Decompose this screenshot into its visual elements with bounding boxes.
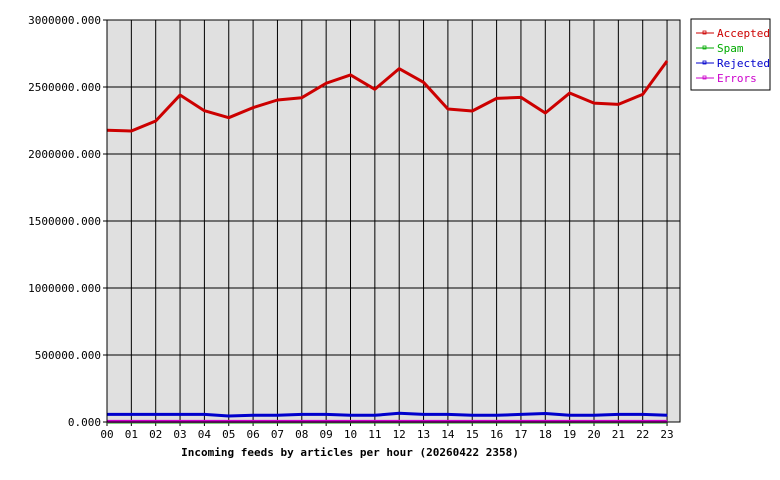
data-point-accepted xyxy=(593,102,595,104)
x-tick-label: 01 xyxy=(125,428,138,441)
x-tick-label: 07 xyxy=(271,428,284,441)
data-point-accepted xyxy=(544,112,546,114)
y-tick-label: 500000.000 xyxy=(35,349,101,362)
x-tick-label: 19 xyxy=(563,428,576,441)
data-point-rejected xyxy=(155,413,157,415)
data-point-rejected xyxy=(228,415,230,417)
data-point-rejected xyxy=(617,413,619,415)
data-point-accepted xyxy=(666,60,668,62)
legend-marker xyxy=(702,75,707,80)
legend-label: Rejected xyxy=(717,57,770,70)
data-point-rejected xyxy=(350,414,351,416)
x-tick-label: 00 xyxy=(100,428,113,441)
x-tick-label: 17 xyxy=(514,428,527,441)
x-tick-label: 14 xyxy=(441,428,455,441)
data-point-accepted xyxy=(471,110,473,112)
data-point-rejected xyxy=(179,413,181,415)
data-point-accepted xyxy=(374,88,376,90)
data-point-accepted xyxy=(179,94,181,96)
data-point-rejected xyxy=(301,413,303,415)
plot-border xyxy=(106,19,681,423)
data-point-rejected xyxy=(374,414,376,416)
y-tick-label: 0.000 xyxy=(68,416,101,429)
data-point-accepted xyxy=(642,93,644,95)
data-point-accepted xyxy=(130,130,132,132)
data-point-rejected xyxy=(252,414,254,416)
x-tick-label: 20 xyxy=(587,428,600,441)
data-point-accepted xyxy=(350,74,351,76)
data-point-accepted xyxy=(520,96,522,98)
data-point-accepted xyxy=(423,81,425,83)
grid xyxy=(106,19,680,426)
data-point-rejected xyxy=(447,413,449,415)
data-point-rejected xyxy=(130,413,132,415)
x-tick-label: 05 xyxy=(222,428,235,441)
data-point-accepted xyxy=(276,99,278,101)
chart-title: Incoming feeds by articles per hour (202… xyxy=(181,446,519,459)
legend-marker xyxy=(702,45,707,50)
x-tick-label: 02 xyxy=(149,428,162,441)
y-axis: 0.000 500000.000 1000000.000 1500000.000 200… xyxy=(28,14,107,429)
y-tick-label: 1000000.000 xyxy=(28,282,101,295)
x-tick-label: 03 xyxy=(173,428,186,441)
data-point-accepted xyxy=(301,97,303,99)
x-tick-label: 22 xyxy=(636,428,649,441)
x-tick-label: 21 xyxy=(612,428,625,441)
x-tick-label: 11 xyxy=(368,428,381,441)
data-point-rejected xyxy=(203,413,205,415)
data-point-rejected xyxy=(471,414,473,416)
data-point-rejected xyxy=(569,414,571,416)
data-point-accepted xyxy=(325,82,327,84)
x-tick-label: 15 xyxy=(466,428,479,441)
y-tick-label: 3000000.000 xyxy=(28,14,101,27)
data-point-accepted xyxy=(569,92,571,94)
series-line-accepted xyxy=(106,60,669,133)
data-point-rejected xyxy=(666,414,668,416)
x-tick-label: 08 xyxy=(295,428,308,441)
data-point-accepted xyxy=(447,108,449,110)
x-axis: 00 01 02 03 04 05 06 07 08 09 10 11 12 13 14 15 16 17 18 19… xyxy=(100,428,673,441)
y-tick-label: 2000000.000 xyxy=(28,148,101,161)
x-tick-label: 13 xyxy=(417,428,430,441)
data-point-rejected xyxy=(520,413,522,415)
data-point-rejected xyxy=(423,413,425,415)
data-point-accepted xyxy=(252,107,254,109)
x-tick-label: 04 xyxy=(198,428,212,441)
data-point-accepted xyxy=(398,68,400,70)
x-tick-label: 06 xyxy=(246,428,259,441)
data-point-rejected xyxy=(544,413,546,415)
legend-marker xyxy=(702,30,707,35)
x-tick-label: 23 xyxy=(660,428,673,441)
x-tick-label: 09 xyxy=(320,428,333,441)
data-point-rejected xyxy=(398,412,400,414)
data-point-accepted xyxy=(496,97,498,99)
legend-label: Accepted xyxy=(717,27,770,40)
x-tick-label: 16 xyxy=(490,428,503,441)
legend-marker xyxy=(702,60,707,65)
data-point-rejected xyxy=(325,413,327,415)
x-tick-label: 18 xyxy=(539,428,552,441)
series-line-rejected xyxy=(107,411,668,418)
data-point-accepted xyxy=(617,103,619,105)
data-point-rejected xyxy=(496,414,498,416)
data-point-accepted xyxy=(155,120,157,122)
data-point-accepted xyxy=(228,117,230,119)
data-point-rejected xyxy=(642,413,644,415)
legend-label: Spam xyxy=(717,42,744,55)
x-tick-label: 10 xyxy=(344,428,357,441)
data-point-rejected xyxy=(593,414,595,416)
legend: Accepted Spam Rejected Errors xyxy=(690,18,771,91)
y-tick-label: 1500000.000 xyxy=(28,215,101,228)
x-tick-label: 12 xyxy=(393,428,406,441)
data-point-rejected xyxy=(276,414,278,416)
data-point-accepted xyxy=(203,110,205,112)
y-tick-label: 2500000.000 xyxy=(28,81,101,94)
legend-label: Errors xyxy=(717,72,757,85)
